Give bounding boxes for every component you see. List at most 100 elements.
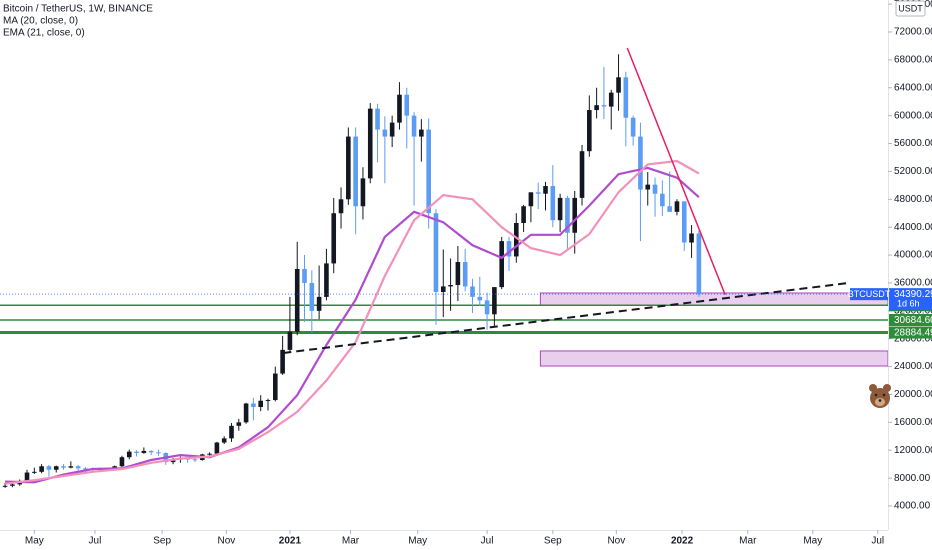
x-tick-label: Sep [544,536,562,547]
x-tick-label: Nov [607,536,625,547]
candle-body [689,233,694,243]
candle-body [462,262,468,287]
indicator-line [4,159,700,485]
candle-body [39,466,44,472]
last-price: 34390.29 [894,289,932,300]
candle-body [477,296,483,301]
candle-body [68,466,74,468]
candle-body [623,77,629,118]
candle-body [324,263,329,297]
candle-body [360,178,366,207]
candle-body [265,400,271,402]
candle-body [440,286,446,292]
y-tick-label: 72000.00 [894,27,932,38]
y-tick-label: 12000.00 [894,445,932,456]
price-zone [539,350,889,367]
x-tick-label: 2021 [279,536,302,547]
candle-body [492,287,497,315]
candle-body [608,92,614,107]
y-tick-label: 52000.00 [894,166,932,177]
candle-body [243,403,249,423]
candle-body [346,136,351,200]
y-tick-label: 24000.00 [894,361,932,372]
candle-body [433,213,439,292]
candle-body [148,450,154,453]
trend-line [283,281,849,354]
candle-body [273,373,278,401]
y-tick-label: 36000.00 [894,278,932,289]
y-tick-label: 44000.00 [894,222,932,233]
candle-body [528,192,534,207]
candle-body [389,122,395,137]
candle-body [382,129,388,137]
x-tick-label: May [408,536,427,547]
candle-body [214,442,220,454]
candle-body [251,403,256,408]
candle-body [506,241,512,257]
candle-body [513,222,519,257]
candle-body [141,450,147,454]
candle-body [192,459,198,461]
candle-body [404,94,410,116]
candle-body [24,472,30,481]
candle-body [696,233,702,295]
candle-body [594,105,599,111]
y-tick-label: 4000.00 [894,501,931,512]
candle-body [645,184,651,190]
x-tick-label: Nov [217,536,235,547]
currency[interactable]: USDT [898,3,923,13]
legend-entry: EMA (21, close, 0) [3,28,85,39]
price-axis: 4000.00 8000.00 12000.00 16000.00 20000.00 24… [888,0,932,512]
candle-body [287,331,293,350]
x-tick-label: Jul [481,536,494,547]
candle-body [221,438,227,443]
plot-area [0,47,889,488]
candle-body [375,108,380,130]
candle-body [331,213,337,264]
candle-body [294,268,300,332]
y-tick-label: 8000.00 [894,473,931,484]
x-tick-label: Jul [89,536,102,547]
candle-body [572,197,578,233]
candle-body [455,262,461,286]
candle-body [616,77,621,93]
candle-body [119,457,125,467]
y-tick-label: 40000.00 [894,250,932,261]
candle-body [316,296,322,311]
x-tick-label: Mar [739,536,757,547]
x-tick-label: Sep [153,536,171,547]
candle-body [484,300,490,315]
candle-body [302,268,307,283]
candle-body [499,241,504,288]
candle-body [681,201,687,243]
candle-body [353,136,358,207]
candle-body [46,466,52,470]
y-tick-label: 68000.00 [894,55,932,66]
level-label-bg [889,326,932,339]
currency-box[interactable] [895,0,926,17]
candle-body [587,110,592,152]
symbol-label: BTCUSDT [848,289,891,299]
candle-body [338,199,344,214]
candle-body [419,129,424,137]
candle-body [550,186,556,221]
level-label-bg [889,313,932,326]
last-price-bg [889,288,932,311]
candle-body [426,129,431,214]
candle-body [630,117,636,137]
candle-body [156,452,161,454]
y-tick-label: 60000.00 [894,110,932,121]
candle-body [565,197,570,233]
candle-body [10,484,15,486]
candle-body [258,400,264,408]
countdown: 1d 6h [897,299,920,309]
candle-body [280,349,285,374]
candle-body [667,206,672,212]
candle-body [470,286,475,297]
candle-body [229,425,234,439]
y-tick-label: 28000.00 [894,333,932,344]
trend-line [626,47,726,296]
y-tick-label: 16000.00 [894,417,932,428]
candle-body [2,485,8,487]
